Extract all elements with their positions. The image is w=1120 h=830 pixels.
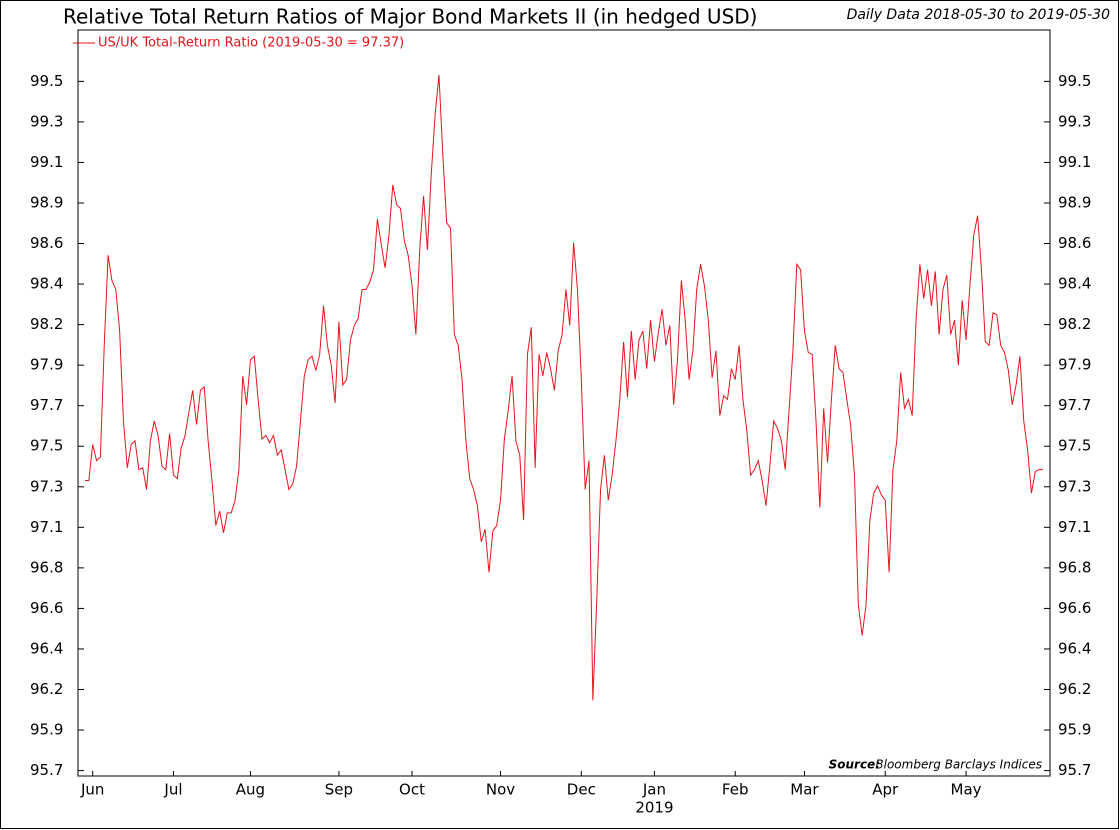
plot-frame	[77, 29, 1051, 777]
y-tick-label: 97.5	[30, 437, 63, 455]
x-tick-label: Aug	[236, 781, 265, 799]
y-tick-label: 99.5	[30, 72, 63, 90]
y2-tick-label: 96.4	[1058, 639, 1091, 657]
x-year-label: 2019	[635, 799, 673, 817]
y-tick-label: 95.9	[30, 721, 63, 739]
y2-tick-label: 98.9	[1058, 193, 1091, 211]
y-tick-label: 99.1	[30, 153, 63, 171]
y-tick-label: 97.1	[30, 518, 63, 536]
x-tick-label: May	[951, 781, 982, 799]
series-line	[85, 75, 1043, 701]
y-tick-label: 96.6	[30, 599, 63, 617]
y2-tick-label: 98.4	[1058, 275, 1091, 293]
chart-title: Relative Total Return Ratios of Major Bo…	[63, 5, 757, 29]
x-tick-label: Apr	[872, 781, 899, 799]
y-tick-label: 97.7	[30, 396, 63, 414]
x-tick-label: Jan	[642, 781, 666, 799]
x-tick-label: Nov	[486, 781, 515, 799]
y2-tick-label: 97.9	[1058, 356, 1091, 374]
y2-tick-label: 95.9	[1058, 721, 1091, 739]
x-tick-label: Mar	[790, 781, 819, 799]
x-tick-label: Oct	[399, 781, 425, 799]
y-tick-label: 96.2	[30, 680, 63, 698]
y-tick-label: 96.4	[30, 639, 63, 657]
y2-tick-label: 96.8	[1058, 558, 1091, 576]
y2-tick-label: 96.6	[1058, 599, 1091, 617]
y2-tick-label: 98.6	[1058, 234, 1091, 252]
y-tick-label: 98.6	[30, 234, 63, 252]
y-tick-label: 97.3	[30, 477, 63, 495]
y2-tick-label: 97.5	[1058, 437, 1091, 455]
source-label: Source:	[829, 758, 880, 772]
y2-tick-label: 96.2	[1058, 680, 1091, 698]
x-tick-label: Sep	[325, 781, 353, 799]
source-text: Bloomberg Barclays Indices	[875, 758, 1042, 772]
x-tick-label: Jun	[80, 781, 104, 799]
legend-label: US/UK Total-Return Ratio (2019-05-30 = 9…	[98, 36, 404, 51]
y2-tick-label: 97.7	[1058, 396, 1091, 414]
y-tick-label: 95.7	[30, 761, 63, 779]
y2-tick-label: 95.7	[1058, 761, 1091, 779]
y2-tick-label: 97.1	[1058, 518, 1091, 536]
y2-tick-label: 99.3	[1058, 112, 1091, 130]
y-tick-label: 97.9	[30, 356, 63, 374]
chart-subtitle: Daily Data 2018-05-30 to 2019-05-30	[847, 7, 1111, 23]
y-tick-label: 98.9	[30, 193, 63, 211]
y-tick-label: 98.4	[30, 275, 63, 293]
x-tick-label: Dec	[567, 781, 596, 799]
x-tick-label: Feb	[722, 781, 749, 799]
y-tick-label: 96.8	[30, 558, 63, 576]
y-tick-label: 99.3	[30, 112, 63, 130]
y2-tick-label: 99.5	[1058, 72, 1091, 90]
x-tick-label: Jul	[163, 781, 182, 799]
y-tick-label: 98.2	[30, 315, 63, 333]
y2-tick-label: 98.2	[1058, 315, 1091, 333]
y2-tick-label: 97.3	[1058, 477, 1091, 495]
y2-tick-label: 99.1	[1058, 153, 1091, 171]
